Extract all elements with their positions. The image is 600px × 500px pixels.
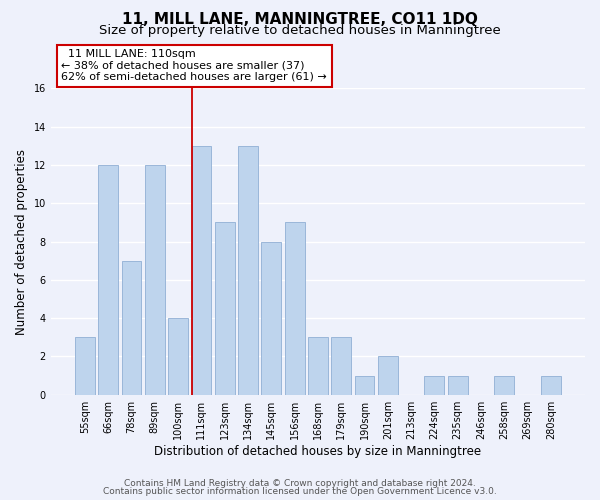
Bar — [331, 338, 351, 394]
Bar — [122, 260, 142, 394]
Bar — [285, 222, 305, 394]
Bar — [145, 165, 165, 394]
Bar — [238, 146, 258, 394]
Bar — [448, 376, 467, 394]
Bar — [215, 222, 235, 394]
Text: 11 MILL LANE: 110sqm
← 38% of detached houses are smaller (37)
62% of semi-detac: 11 MILL LANE: 110sqm ← 38% of detached h… — [61, 49, 327, 82]
Text: Contains HM Land Registry data © Crown copyright and database right 2024.: Contains HM Land Registry data © Crown c… — [124, 478, 476, 488]
Bar — [378, 356, 398, 395]
Y-axis label: Number of detached properties: Number of detached properties — [15, 148, 28, 334]
Bar — [541, 376, 561, 394]
Bar — [424, 376, 444, 394]
Bar — [308, 338, 328, 394]
Bar — [98, 165, 118, 394]
Bar — [355, 376, 374, 394]
Text: 11, MILL LANE, MANNINGTREE, CO11 1DQ: 11, MILL LANE, MANNINGTREE, CO11 1DQ — [122, 12, 478, 28]
Text: Contains public sector information licensed under the Open Government Licence v3: Contains public sector information licen… — [103, 487, 497, 496]
X-axis label: Distribution of detached houses by size in Manningtree: Distribution of detached houses by size … — [154, 444, 481, 458]
Bar — [168, 318, 188, 394]
Bar — [262, 242, 281, 394]
Bar — [75, 338, 95, 394]
Text: Size of property relative to detached houses in Manningtree: Size of property relative to detached ho… — [99, 24, 501, 37]
Bar — [494, 376, 514, 394]
Bar — [191, 146, 211, 394]
